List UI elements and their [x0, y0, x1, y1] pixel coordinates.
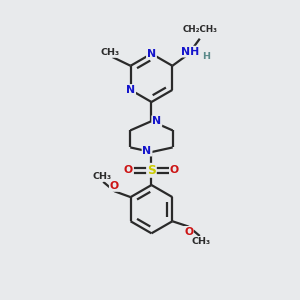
- Text: N: N: [147, 49, 156, 59]
- Text: N: N: [142, 146, 152, 156]
- Text: CH₃: CH₃: [100, 48, 119, 57]
- Text: O: O: [124, 165, 133, 175]
- Text: CH₃: CH₃: [92, 172, 111, 181]
- Text: H: H: [202, 52, 210, 62]
- Text: O: O: [110, 181, 119, 191]
- Text: O: O: [184, 227, 193, 237]
- Text: N: N: [126, 85, 135, 95]
- Text: NH: NH: [181, 47, 199, 57]
- Text: O: O: [170, 165, 179, 175]
- Text: CH₃: CH₃: [192, 237, 211, 246]
- Text: CH₂CH₃: CH₂CH₃: [183, 25, 218, 34]
- Text: S: S: [147, 164, 156, 177]
- Text: N: N: [152, 116, 161, 126]
